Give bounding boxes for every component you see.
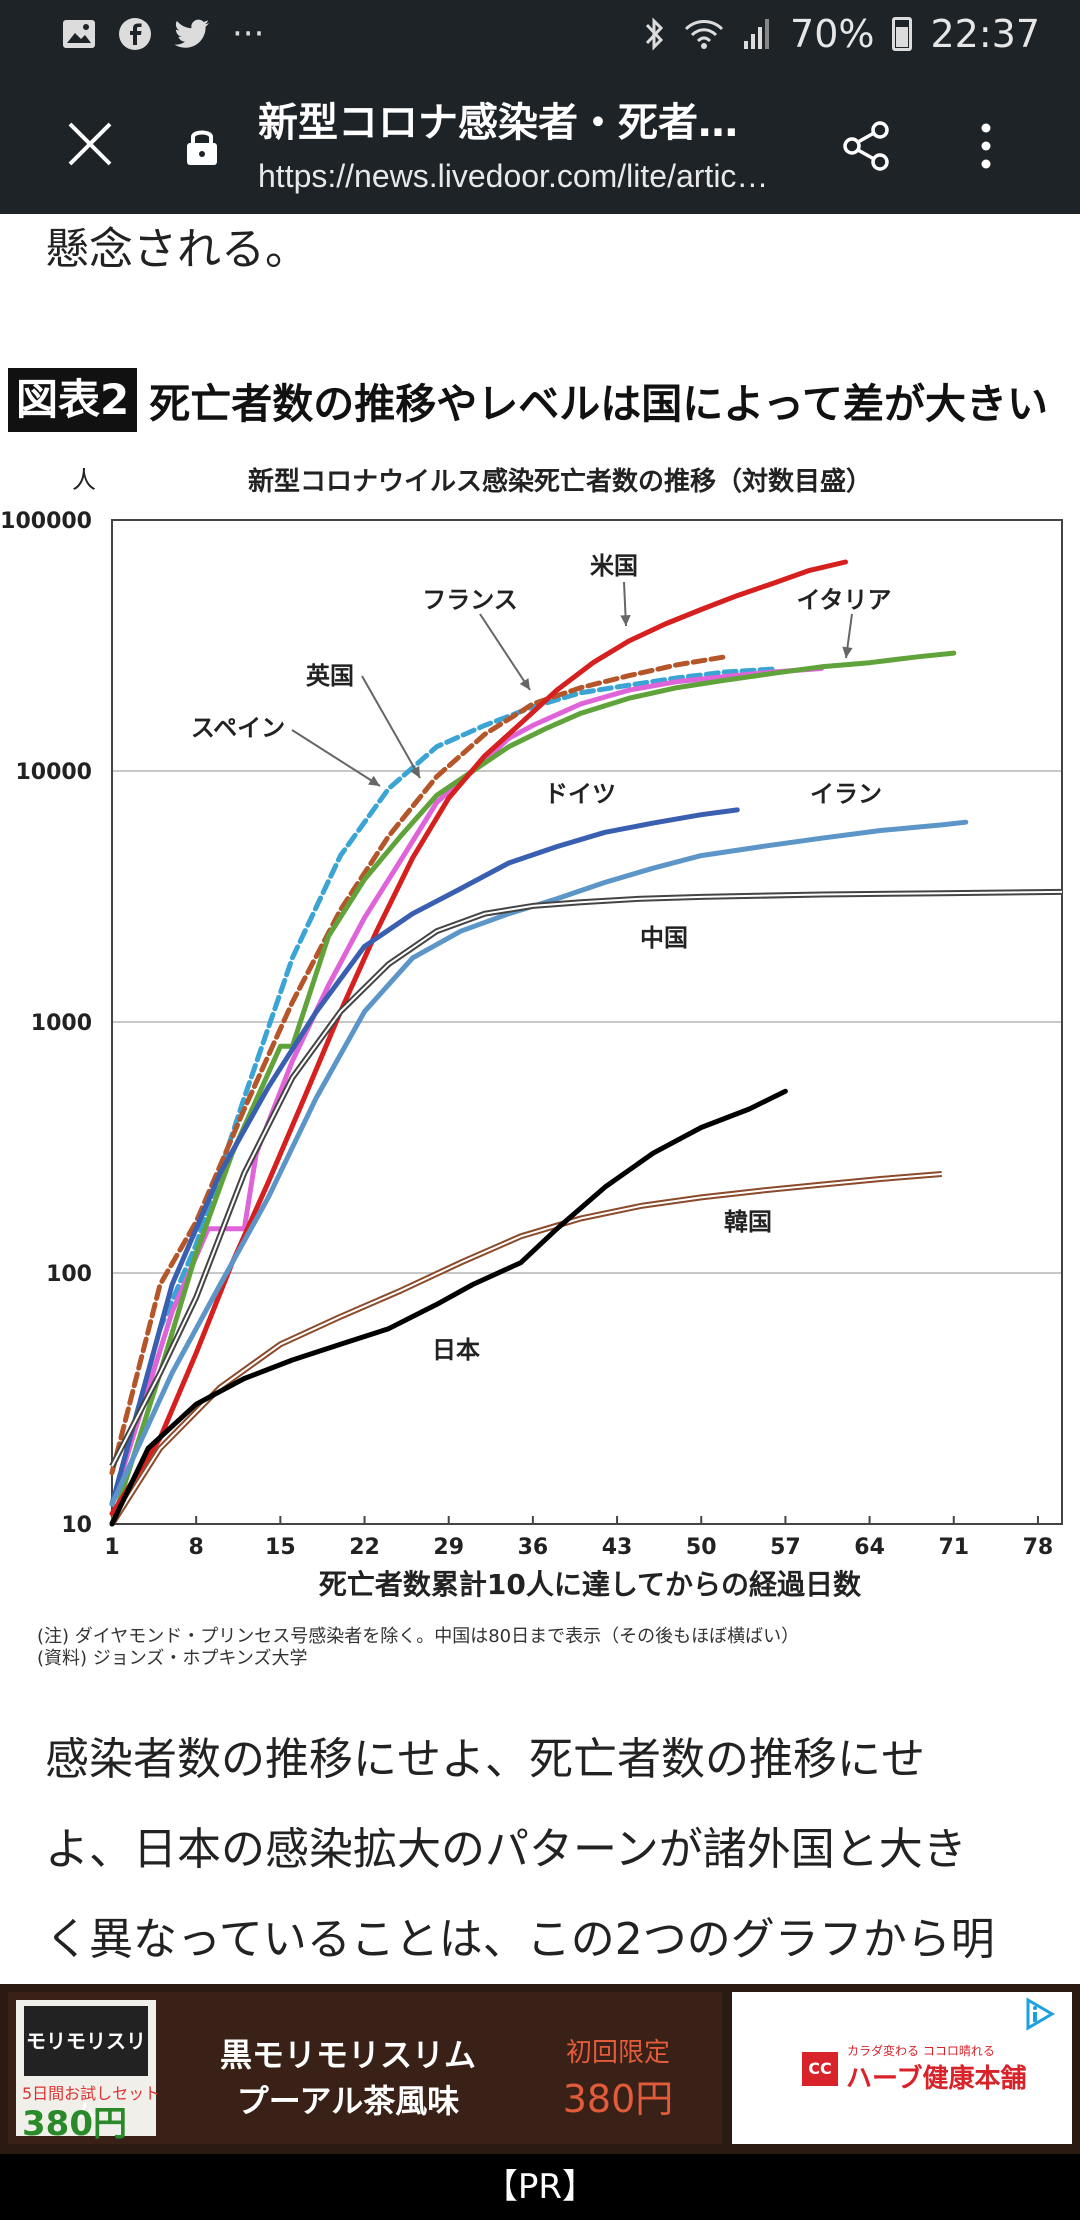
series-label-us: 米国	[590, 552, 638, 580]
status-bar: ··· 70% 22:37	[0, 0, 1080, 76]
label-leader-arrowhead	[519, 678, 530, 690]
x-tick-label: 43	[602, 1535, 633, 1560]
ad-thumb-trial: 5日間お試しセット	[22, 2084, 161, 2103]
facebook-icon	[119, 18, 151, 50]
ad-price: 380円	[562, 2077, 674, 2121]
series-label-france: フランス	[422, 586, 518, 614]
article-paragraph-top: 懸念される。	[45, 224, 309, 275]
series-line-germany	[109, 807, 740, 1507]
more-options-icon[interactable]	[966, 116, 1006, 176]
series-line-china-inner	[111, 890, 1063, 1467]
ad-product-image[interactable]: モリモリスリム 5日間お試しセット 380円	[16, 2000, 160, 2144]
article-paragraph-line-1: 感染者数の推移にせよ、死亡者数の推移にせ	[45, 1734, 925, 1785]
chart-note: (注) ダイヤモンド・プリンセス号感染者を除く。中国は80日まで表示（その後もほ…	[37, 1626, 800, 1647]
series-label-spain: スペイン	[191, 714, 285, 742]
ad-limited-label: 初回限定	[565, 2038, 670, 2068]
ad-product-line-2: プーアル茶風味	[236, 2082, 460, 2120]
battery-percent: 70%	[790, 12, 875, 56]
series-line-france	[109, 666, 824, 1507]
x-tick-label: 78	[1023, 1535, 1054, 1560]
label-leader-line	[291, 729, 381, 787]
ad-thumb-price: 380円	[22, 2104, 127, 2144]
article-paragraph-line-3: く異なっていることは、この2つのグラフから明	[45, 1914, 995, 1965]
x-tick-label: 36	[518, 1535, 549, 1560]
x-tick-label: 50	[686, 1535, 717, 1560]
series-label-germany: ドイツ	[544, 780, 616, 808]
ad-brand-name: ハーブ健康本舗	[846, 2064, 1027, 2094]
browser-toolbar: 新型コロナ感染者・死者… https://news.livedoor.com/l…	[0, 76, 1080, 214]
ad-product-panel[interactable]: モリモリスリム 5日間お試しセット 380円 黒モリモリスリム プーアル茶風味 …	[8, 1992, 722, 2144]
y-tick-label: 10000	[15, 760, 92, 785]
x-tick-label: 64	[854, 1535, 885, 1560]
label-leader-arrowhead	[620, 614, 631, 626]
x-tick-label: 71	[938, 1535, 969, 1560]
series-label-korea: 韓国	[724, 1208, 772, 1236]
ad-thumb-brand: モリモリスリム	[24, 2006, 148, 2123]
x-tick-label: 29	[433, 1535, 464, 1560]
series-line-japan	[109, 1088, 788, 1527]
label-leader-arrowhead	[368, 775, 380, 786]
series-label-china: 中国	[640, 924, 688, 952]
x-tick-label: 8	[189, 1535, 204, 1560]
signal-icon	[744, 19, 770, 49]
figure-title: 死亡者数の推移やレベルは国によって差が大きい	[149, 380, 1048, 428]
plot-frame	[111, 519, 1063, 1525]
deaths-chart: 新型コロナウイルス感染死亡者数の推移（対数目盛） 人 100000 10000 1000…	[0, 466, 1063, 1601]
x-tick-label: 22	[349, 1535, 380, 1560]
chart-title: 新型コロナウイルス感染死亡者数の推移（対数目盛）	[248, 466, 872, 497]
series-label-japan: 日本	[432, 1336, 480, 1364]
clock: 22:37	[930, 12, 1040, 56]
bluetooth-icon	[645, 17, 664, 51]
ad-brand-logo: CC	[802, 2052, 838, 2086]
series-line-korea-inner	[111, 1173, 942, 1525]
figure-badge: 図表2	[8, 368, 138, 432]
lock-icon	[187, 130, 217, 165]
page-title: 新型コロナ感染者・死者…	[258, 100, 738, 146]
ad-product-name[interactable]: 黒モリモリスリム プーアル茶風味	[198, 2032, 498, 2124]
x-axis-label: 死亡者数累計10人に達してからの経過日数	[319, 1568, 862, 1601]
figure-heading: 図表2 死亡者数の推移やレベルは国によって差が大きい	[8, 368, 1048, 432]
battery-icon	[892, 17, 913, 51]
series-line-uk	[109, 654, 728, 1476]
label-leader-line	[361, 675, 421, 779]
twitter-icon	[174, 19, 209, 48]
series-label-iran: イラン	[810, 780, 882, 808]
y-tick-label: 10	[61, 1513, 92, 1538]
ad-brand-panel[interactable]: CC カラダ変わる ココロ晴れる ハーブ健康本舗	[732, 1992, 1072, 2144]
close-icon[interactable]	[60, 114, 120, 174]
y-axis-unit: 人	[72, 466, 96, 494]
ad-product-line-1: 黒モリモリスリム	[219, 2036, 476, 2074]
adchoices-icon[interactable]	[1022, 1996, 1058, 2032]
overflow-dots-icon: ···	[232, 14, 265, 54]
pr-label: 【PR】	[0, 2154, 1080, 2220]
image-icon	[63, 20, 95, 48]
ad-brand-tagline: カラダ変わる ココロ晴れる	[847, 2044, 995, 2058]
x-tick-label: 15	[265, 1535, 296, 1560]
y-tick-label: 1000	[31, 1011, 92, 1036]
status-left-icons: ···	[62, 14, 264, 54]
series-line-italy	[109, 650, 957, 1527]
page-url[interactable]: https://news.livedoor.com/lite/artic…	[258, 158, 769, 194]
x-tick-label: 57	[770, 1535, 801, 1560]
series-line-iran	[109, 819, 969, 1507]
y-tick-label: 100000	[0, 509, 92, 534]
article-paragraph-line-2: よ、日本の感染拡大のパターンが諸外国と大き	[45, 1824, 967, 1875]
wifi-icon	[684, 20, 724, 49]
series-line-us	[109, 559, 848, 1517]
chart-source: (資料) ジョンズ・ホプキンズ大学	[37, 1648, 308, 1669]
label-leader-arrowhead	[410, 766, 420, 778]
label-leader-arrowhead	[842, 646, 853, 658]
label-leader-line	[479, 613, 531, 691]
x-tick-label: 1	[104, 1535, 119, 1560]
ad-banner[interactable]: モリモリスリム 5日間お試しセット 380円 黒モリモリスリム プーアル茶風味 …	[0, 1984, 1080, 2154]
series-label-uk: 英国	[306, 662, 354, 690]
status-right: 70% 22:37	[644, 12, 1040, 56]
share-icon[interactable]	[840, 120, 892, 172]
series-label-italy: イタリア	[796, 586, 891, 614]
y-tick-label: 100	[46, 1262, 92, 1287]
